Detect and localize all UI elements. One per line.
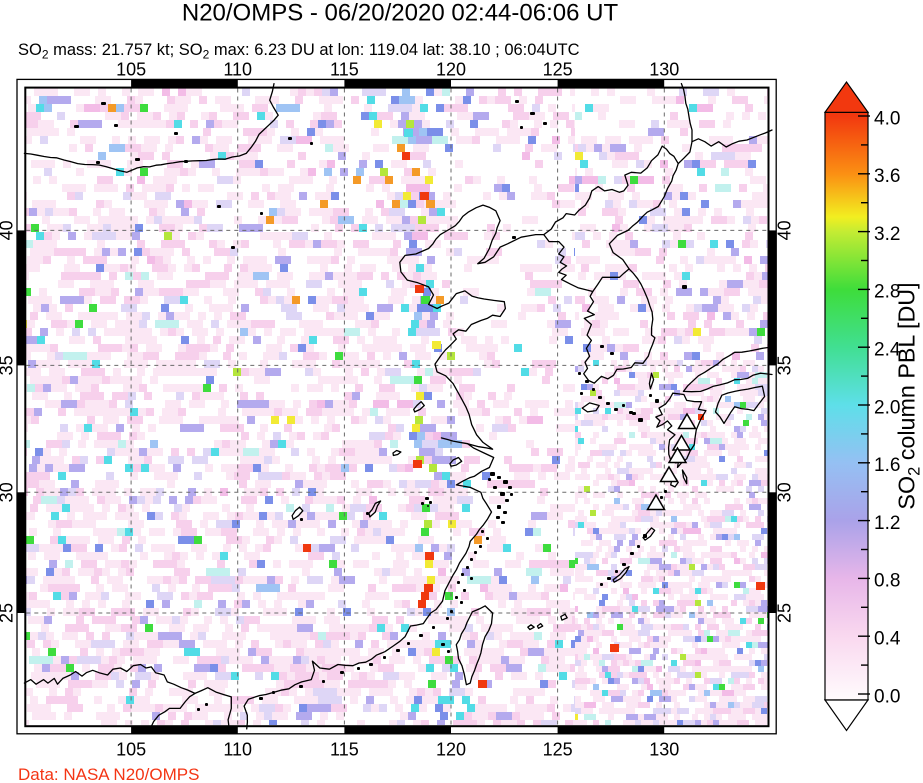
svg-text:SO2 mass: 21.757 kt; SO2 max:: SO2 mass: 21.757 kt; SO2 max: 6.23 DU at… [18, 41, 580, 62]
svg-text:35: 35 [775, 355, 795, 375]
svg-text:1.2: 1.2 [874, 513, 900, 534]
svg-text:3.2: 3.2 [874, 224, 900, 245]
svg-text:0.8: 0.8 [874, 571, 900, 592]
svg-text:30: 30 [0, 482, 17, 502]
svg-text:120: 120 [436, 740, 466, 760]
svg-text:25: 25 [775, 603, 795, 623]
svg-text:3.6: 3.6 [874, 166, 900, 187]
svg-text:N20/OMPS - 06/20/2020 02:44-06: N20/OMPS - 06/20/2020 02:44-06:06 UT [182, 0, 619, 27]
svg-text:30: 30 [775, 482, 795, 502]
svg-text:0.4: 0.4 [874, 629, 901, 650]
svg-text:125: 125 [543, 740, 573, 760]
svg-text:Data: NASA N20/OMPS: Data: NASA N20/OMPS [18, 765, 199, 783]
svg-text:105: 105 [116, 60, 146, 80]
svg-text:4.0: 4.0 [874, 108, 900, 129]
svg-text:110: 110 [223, 740, 252, 760]
svg-text:130: 130 [649, 60, 679, 80]
svg-text:130: 130 [649, 740, 679, 760]
svg-text:0.0: 0.0 [874, 686, 900, 707]
svg-text:120: 120 [436, 60, 466, 80]
svg-text:1.6: 1.6 [874, 455, 900, 476]
svg-text:40: 40 [775, 220, 795, 240]
svg-text:125: 125 [543, 60, 573, 80]
svg-text:110: 110 [223, 60, 252, 80]
svg-text:35: 35 [0, 355, 17, 375]
svg-text:40: 40 [0, 220, 17, 240]
svg-text:105: 105 [116, 740, 146, 760]
svg-text:115: 115 [330, 740, 359, 760]
svg-text:2.8: 2.8 [874, 282, 900, 303]
svg-text:2.0: 2.0 [874, 397, 900, 418]
svg-text:25: 25 [0, 603, 17, 623]
svg-text:SO2 column PBL [DU]: SO2 column PBL [DU] [894, 282, 923, 509]
svg-text:115: 115 [330, 60, 359, 80]
svg-text:2.4: 2.4 [874, 340, 901, 361]
